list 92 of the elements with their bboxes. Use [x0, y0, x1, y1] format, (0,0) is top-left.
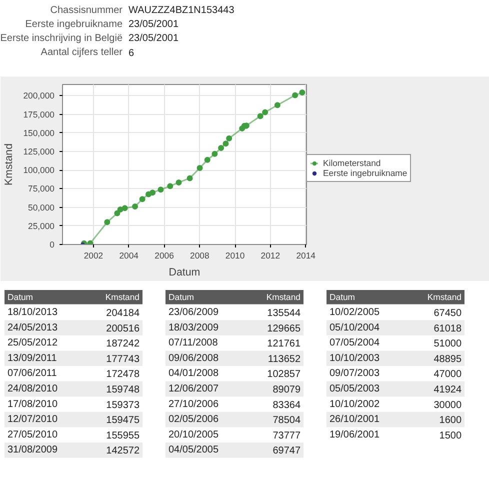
- text: 159373: [106, 400, 140, 411]
- text: Datum: [8, 292, 33, 302]
- text: 26/10/2001: [330, 414, 380, 426]
- text: 31/08/2009: [8, 444, 58, 456]
- text: 10/10/2003: [330, 352, 380, 364]
- text: 10/10/2002: [330, 398, 380, 410]
- x-tick-label: 2006: [154, 250, 174, 260]
- text: 04/05/2005: [168, 444, 219, 456]
- text: 83364: [272, 400, 301, 411]
- text: Aantal cijfers teller: [40, 47, 124, 58]
- text: 18/03/2009: [168, 322, 219, 334]
- x-tick-label: 2008: [190, 250, 210, 260]
- text: 159748: [106, 384, 140, 396]
- y-tick-label: 0: [50, 240, 55, 250]
- text: Kmstand: [266, 292, 301, 302]
- text: Datum: [330, 292, 355, 302]
- text: Kmstand: [427, 292, 462, 302]
- text: WAUZZZ4BZ1N153443: [128, 5, 235, 16]
- text: Chassisnummer: [50, 5, 124, 16]
- text: 51000: [434, 338, 462, 350]
- text: 17/08/2010: [8, 398, 58, 410]
- text: 23/05/2001: [128, 19, 179, 30]
- y-tick-label: 100,000: [23, 165, 55, 176]
- text: 24/05/2013: [8, 322, 58, 334]
- y-axis-title: Kmstand: [3, 143, 16, 186]
- text: 47000: [434, 369, 462, 380]
- text: 1500: [439, 430, 462, 442]
- text: Datum: [168, 292, 194, 302]
- x-tick-label: 2010: [225, 250, 245, 260]
- text: 204184: [106, 308, 140, 319]
- text: 129665: [267, 323, 301, 334]
- text: 25/05/2012: [8, 338, 58, 349]
- text: 13/09/2011: [8, 352, 58, 364]
- x-tick-label: 2014: [296, 250, 316, 260]
- text: 09/06/2008: [168, 352, 219, 364]
- text: 142572: [106, 446, 140, 457]
- text: 09/07/2003: [330, 368, 380, 380]
- text: 89079: [272, 384, 301, 396]
- text: Eerste inschrijving in België: [0, 33, 123, 44]
- x-tick-label: 2004: [119, 250, 139, 260]
- x-tick-label: 2012: [260, 250, 280, 260]
- text: 05/05/2003: [330, 383, 380, 394]
- text: 18/10/2013: [8, 306, 58, 318]
- text: Eerste ingebruikname: [25, 19, 123, 30]
- text: 187242: [106, 338, 140, 350]
- text: 1600: [439, 415, 462, 426]
- text: 102857: [267, 369, 301, 380]
- text: 48895: [434, 354, 462, 365]
- y-tick-label: 150,000: [23, 128, 55, 138]
- text: 172478: [106, 369, 140, 380]
- text: 23/06/2009: [168, 306, 219, 318]
- text: 6: [128, 48, 134, 59]
- text: 02/05/2006: [168, 414, 219, 426]
- text: 07/11/2008: [168, 338, 218, 349]
- text: 135544: [267, 308, 301, 319]
- text: 24/08/2010: [8, 383, 58, 394]
- legend-label: Eerste ingebruikname: [323, 168, 408, 178]
- text: 41924: [434, 384, 462, 396]
- text: 07/06/2011: [8, 368, 58, 380]
- text: 69747: [272, 446, 301, 457]
- legend-label: Kilometerstand: [323, 158, 381, 168]
- text: 27/10/2006: [168, 398, 219, 410]
- text: 12/07/2010: [8, 414, 58, 426]
- y-tick-label: 200,000: [23, 90, 55, 101]
- x-tick-label: 2002: [84, 250, 104, 260]
- text: 05/10/2004: [330, 322, 380, 334]
- text: 200516: [106, 323, 140, 334]
- text: 12/06/2007: [168, 383, 219, 394]
- text: 07/05/2004: [330, 338, 380, 349]
- text: 27/05/2010: [8, 429, 58, 440]
- text: 73777: [272, 430, 301, 442]
- y-tick-label: 50,000: [28, 202, 55, 212]
- text: 19/06/2001: [330, 429, 380, 440]
- text: Kmstand: [105, 292, 140, 302]
- text: 121761: [267, 338, 301, 350]
- text: 78504: [272, 415, 301, 426]
- text: 177743: [106, 354, 140, 365]
- text: 30000: [434, 400, 462, 411]
- text: 67450: [434, 308, 462, 319]
- text: 04/01/2008: [168, 368, 219, 380]
- y-tick-label: 75,000: [28, 184, 55, 194]
- text: 159475: [106, 415, 140, 426]
- text: 23/05/2001: [128, 33, 179, 44]
- text: 10/02/2005: [330, 306, 380, 318]
- text: 113652: [268, 354, 301, 365]
- y-tick-label: 125,000: [23, 146, 55, 156]
- x-axis-title: Datum: [168, 266, 200, 278]
- y-tick-label: 25,000: [28, 220, 55, 231]
- text: 20/10/2005: [168, 429, 219, 440]
- text: 155955: [106, 430, 140, 442]
- y-tick-label: 175,000: [23, 109, 55, 120]
- text: 61018: [434, 323, 462, 334]
